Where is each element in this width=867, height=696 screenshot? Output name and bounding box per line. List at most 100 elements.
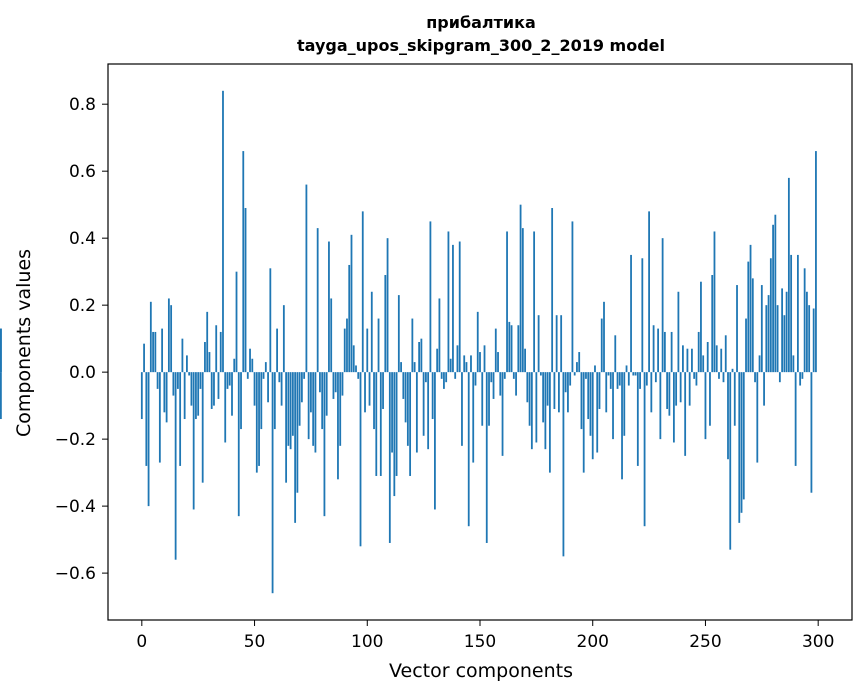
bar xyxy=(158,372,161,463)
bar xyxy=(639,372,641,389)
bar xyxy=(368,372,371,406)
bar xyxy=(485,372,488,543)
bar xyxy=(379,372,382,476)
bar xyxy=(201,372,204,483)
bar xyxy=(510,325,513,373)
bar xyxy=(781,288,784,373)
bar xyxy=(533,231,536,373)
bar xyxy=(718,372,720,379)
bar xyxy=(742,372,745,500)
bar xyxy=(476,311,479,373)
bar xyxy=(607,372,610,376)
bar xyxy=(537,315,540,373)
x-tick-label: 0 xyxy=(136,632,147,652)
bar xyxy=(415,372,418,453)
y-tick-label: 0.4 xyxy=(69,229,96,249)
bar xyxy=(334,372,337,393)
bar xyxy=(235,271,238,373)
bar xyxy=(790,254,793,373)
bar xyxy=(181,338,184,373)
bar xyxy=(499,372,502,396)
bar xyxy=(285,372,288,483)
bar xyxy=(393,372,396,497)
bar xyxy=(0,328,2,373)
bar xyxy=(467,372,470,527)
bar xyxy=(303,372,306,379)
bar xyxy=(801,372,804,379)
bar xyxy=(325,372,328,416)
y-tick-label: −0.6 xyxy=(55,564,96,584)
bar xyxy=(262,372,265,379)
bar xyxy=(447,231,450,373)
bar xyxy=(530,372,533,450)
bar xyxy=(576,362,578,373)
bar xyxy=(682,345,684,373)
bar xyxy=(190,372,193,406)
bar xyxy=(515,372,517,396)
bar xyxy=(422,372,425,436)
bar xyxy=(580,372,583,430)
bar xyxy=(321,372,324,430)
bar xyxy=(228,372,231,386)
bar xyxy=(774,214,777,373)
bar xyxy=(199,372,202,389)
bar xyxy=(161,328,164,373)
bar xyxy=(445,372,448,383)
bar xyxy=(343,328,346,373)
bar xyxy=(319,372,321,393)
bar xyxy=(179,372,182,466)
bar xyxy=(391,372,393,453)
bar xyxy=(341,372,344,396)
bar xyxy=(208,352,211,373)
bar xyxy=(291,372,294,436)
bar xyxy=(267,372,269,403)
bar xyxy=(578,352,581,373)
bar xyxy=(711,275,714,373)
bar xyxy=(627,372,630,386)
bar xyxy=(429,221,432,373)
bar xyxy=(310,372,312,413)
bar xyxy=(636,372,639,466)
bar xyxy=(355,365,357,373)
bar xyxy=(246,372,249,379)
bar xyxy=(145,372,148,466)
bar xyxy=(738,372,741,523)
bar xyxy=(765,305,768,373)
bar xyxy=(704,372,707,440)
bar xyxy=(167,298,170,373)
y-tick-label: 0.0 xyxy=(69,363,96,383)
bar xyxy=(720,348,723,373)
bar xyxy=(474,372,477,386)
bar xyxy=(517,325,520,373)
bar xyxy=(420,338,423,373)
bar xyxy=(456,345,459,373)
x-axis-ticks: 0 50 100 150 200 250 300 xyxy=(136,620,834,652)
bar xyxy=(255,372,258,473)
bar xyxy=(582,372,585,473)
bar xyxy=(163,372,166,413)
bar xyxy=(492,372,495,399)
bar xyxy=(756,372,759,463)
bar xyxy=(280,372,283,406)
bar xyxy=(251,358,254,373)
bar xyxy=(215,325,218,373)
bar xyxy=(440,372,443,379)
bar xyxy=(772,224,774,373)
bar xyxy=(140,372,143,420)
bar xyxy=(758,355,761,373)
bar xyxy=(605,372,608,413)
bar xyxy=(544,372,547,450)
bar xyxy=(776,305,779,373)
bar xyxy=(558,372,560,413)
bar xyxy=(803,268,806,373)
bar xyxy=(224,372,227,443)
bar xyxy=(300,372,303,403)
bar xyxy=(438,298,441,373)
bar xyxy=(332,372,335,399)
bar xyxy=(724,335,727,373)
bar xyxy=(149,301,152,373)
bar xyxy=(359,372,362,547)
bar xyxy=(434,372,436,510)
bar xyxy=(722,372,725,383)
chart-subtitle: tayga_upos_skipgram_300_2_2019 model xyxy=(297,36,665,55)
